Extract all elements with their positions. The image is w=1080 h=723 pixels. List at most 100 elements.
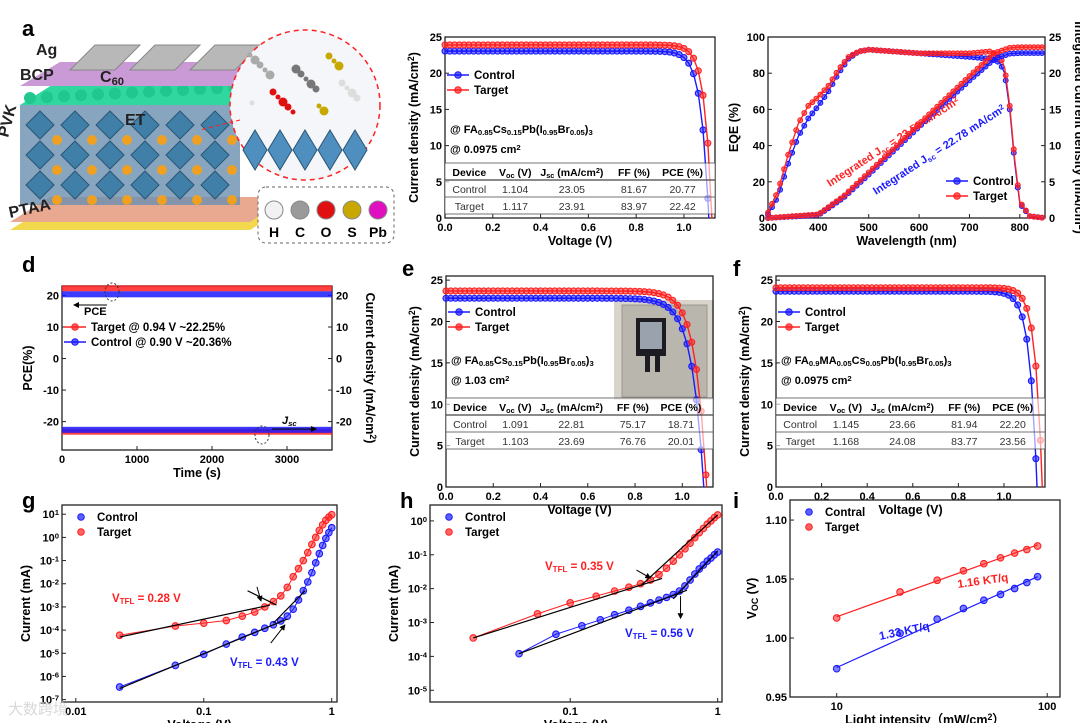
data-point-target <box>199 619 208 627</box>
y-tick-label: 0 <box>759 213 765 225</box>
fit-line <box>119 604 271 638</box>
octahedron <box>200 170 230 200</box>
panel-f-jv-chart: 0.0 0.2 0.4 0.6 0.8 1.0 0 5 10 15 20 25 Voltage (V) C… <box>737 275 1046 517</box>
fit-line <box>836 576 1038 669</box>
panel-e-jv-chart: 0.0 0.2 0.4 0.6 0.8 1.0 0 5 10 15 20 25 Voltage (V) C… <box>407 275 714 517</box>
y-tick-label: 15 <box>431 358 443 370</box>
table-cell: 23.91 <box>559 201 585 213</box>
panel-c-eqe-chart: 300 400 500 600 700 800020406080100Wavelength… <box>727 21 1080 248</box>
y-tick-label: 100 <box>42 531 59 544</box>
x-tick-label: 0.6 <box>905 491 920 503</box>
x-tick-label: 1.0 <box>996 491 1011 503</box>
jsc-highlight-circle <box>254 425 270 445</box>
eqe-point <box>1039 50 1045 57</box>
y-tick-label: 10-3 <box>408 616 427 629</box>
y-tick-label: -20 <box>43 417 59 429</box>
panel-label-g: g <box>22 488 35 513</box>
y-tick-label: 0.95 <box>766 692 787 704</box>
jv-point-control <box>688 362 696 370</box>
data-point-control <box>578 621 586 630</box>
eqe-point <box>809 110 816 117</box>
octahedron <box>60 170 90 200</box>
x-tick-label: 0.2 <box>485 222 500 234</box>
atom-label: O <box>321 224 332 240</box>
x-axis-label: Time (s) <box>173 466 221 480</box>
molecule-atom <box>247 52 253 58</box>
plot-frame <box>429 504 723 703</box>
molecule-atom <box>331 58 337 64</box>
x-tick-label: 2000 <box>200 454 224 466</box>
jv-point-target <box>669 296 677 304</box>
x-axis-label: Voltage (V) <box>544 718 608 723</box>
data-point-target <box>311 533 320 542</box>
legend-entry: Target <box>973 191 1007 203</box>
eqe-point <box>773 192 780 199</box>
stability-band-1 <box>62 291 332 298</box>
eqe-point <box>853 180 860 187</box>
octahedron <box>25 140 55 170</box>
cation-sphere <box>192 165 202 175</box>
c60-sphere <box>109 87 121 100</box>
annotation: VTFL = 0.35 V <box>545 561 614 574</box>
eqe-point <box>805 102 812 109</box>
cation-sphere <box>87 165 97 175</box>
octahedron <box>165 110 195 140</box>
y-tick-label: 10-4 <box>40 624 60 637</box>
performance-table: Device Voc (V) Jsc (mA/cm2) FF (%) PCE (%) Co… <box>776 397 1045 450</box>
y-tick-label: 5 <box>767 441 773 453</box>
y-tick-label: 10 <box>430 141 442 153</box>
table-header: Jsc (mA/cm2) <box>540 401 603 415</box>
eqe-point <box>1039 44 1045 51</box>
table-bg <box>445 163 715 214</box>
y-tick-label: 25 <box>431 275 443 287</box>
eqe-point <box>978 62 985 68</box>
eqe-point <box>962 76 969 83</box>
data-point-control <box>289 605 298 614</box>
atom-label: Pb <box>369 224 387 240</box>
jv-point-control <box>678 325 686 333</box>
data-point-control <box>294 596 303 604</box>
x-tick-label: 300 <box>759 222 777 234</box>
eqe-point <box>801 122 808 129</box>
eqe-point <box>849 184 856 191</box>
molecule-atom <box>344 85 350 91</box>
legend-marker <box>953 177 961 185</box>
annotation: 1.33 KT/q <box>878 621 931 643</box>
c60-sphere <box>58 90 70 103</box>
cation-sphere <box>52 195 62 205</box>
fit-line <box>272 590 306 624</box>
y2-tick-label: -10 <box>336 385 352 397</box>
cation-sphere <box>227 135 237 145</box>
molecule-atom <box>250 55 260 65</box>
fit-line <box>836 544 1038 618</box>
y-axis-label: Current density (mA/cm2) <box>407 306 422 457</box>
eqe-point <box>946 92 953 99</box>
legend-marker <box>455 308 463 316</box>
data-point-control <box>327 523 336 532</box>
y-tick-label: 10-4 <box>408 650 428 663</box>
panel-label-e: e <box>402 256 414 281</box>
cation-sphere <box>157 195 167 205</box>
atom-sphere-s <box>342 200 362 220</box>
eqe-point <box>1010 146 1017 153</box>
octahedron <box>165 170 195 200</box>
jv-point-control <box>685 59 693 67</box>
table-cell: 20.01 <box>668 436 694 448</box>
octahedron <box>25 110 55 140</box>
x-tick-label: 0.2 <box>486 491 501 503</box>
vtfl-arrow <box>636 569 652 579</box>
jv-point-control <box>680 54 688 62</box>
y-tick-label: 10-3 <box>40 601 59 614</box>
ag-electrode <box>128 44 202 71</box>
data-point-target <box>315 526 324 535</box>
eqe-point <box>902 134 908 141</box>
y2-tick-label: -20 <box>336 417 352 429</box>
eqe-point <box>970 69 977 76</box>
table-cell: 18.71 <box>668 419 694 431</box>
data-point-control <box>690 570 699 578</box>
x-tick-label: 0 <box>59 454 65 466</box>
legend-entry: Control @ 0.90 V ~20.36% <box>91 337 232 349</box>
data-point-contral <box>896 629 904 638</box>
cation-sphere <box>192 195 202 205</box>
molecule-atom <box>265 70 275 80</box>
